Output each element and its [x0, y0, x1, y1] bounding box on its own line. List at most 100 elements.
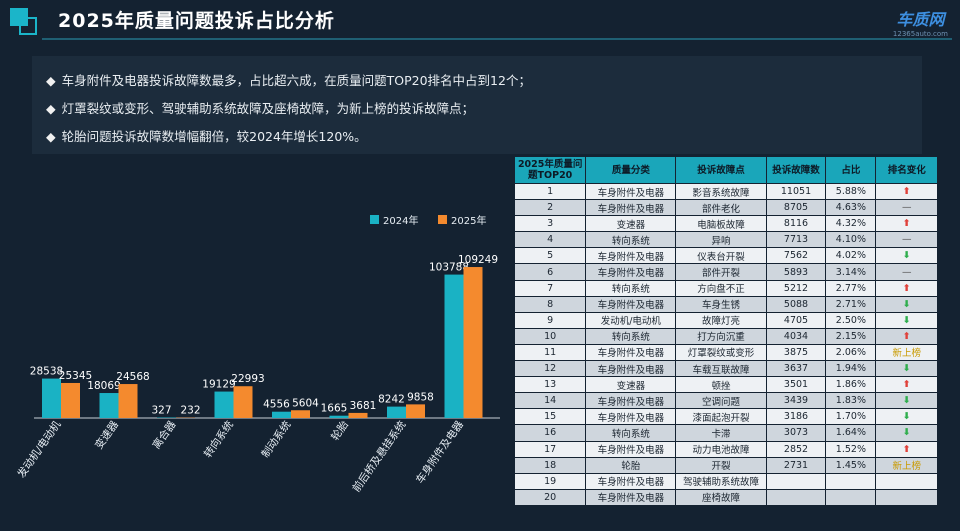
bar-2025	[463, 267, 483, 418]
table-row: 7 转向系统 方向盘不正 5212 2.77% ⬆	[513, 279, 938, 297]
cell-fault: 部件开裂	[675, 263, 767, 281]
cell-fault: 顿挫	[675, 376, 767, 394]
table-row: 17 车身附件及电器 动力电池故障 2852 1.52% ⬆	[513, 440, 938, 458]
category-tick-label: 变速器	[92, 418, 121, 452]
cell-rank-change: ⬇	[875, 424, 938, 442]
table-row: 8 车身附件及电器 车身生锈 5088 2.71% ⬇	[513, 295, 938, 313]
bar-2025	[118, 384, 138, 418]
bar-2024	[42, 378, 61, 418]
summary-bullet: ◆ 车身附件及电器投诉故障数最多，占比超六成，在质量问题TOP20排名中占到12个…	[46, 73, 531, 88]
header-fault: 投诉故障点	[675, 156, 767, 184]
cell-pct	[825, 488, 877, 506]
logo-subtext: 12365auto.com	[892, 30, 948, 38]
data-label: 25345	[59, 370, 92, 382]
bar-2024	[214, 391, 234, 418]
cell-rank: 10	[513, 327, 587, 345]
bullet-text: 车身附件及电器投诉故障数最多，占比超六成，在质量问题TOP20排名中占到12个；	[61, 73, 531, 88]
cell-category: 车身附件及电器	[585, 247, 677, 265]
category-tick-label: 发动机/电动机	[15, 418, 64, 480]
bullet-text: 灯罩裂纹或变形、驾驶辅助系统故障及座椅故障，为新上榜的投诉故障点；	[61, 101, 475, 116]
rank-down-icon: ⬇	[902, 314, 911, 326]
cell-rank-change: ⬇	[875, 408, 938, 426]
cell-rank-change: ⬆	[875, 440, 938, 458]
rank-up-icon: ⬆	[902, 443, 911, 455]
header-rank: 2025年质量问题TOP20	[513, 156, 587, 184]
cell-fault: 车身生锈	[675, 295, 767, 313]
category-tick-label: 前后桥及悬挂系统	[350, 418, 409, 495]
cell-pct: 5.88%	[825, 182, 877, 201]
category-tick-label: 制动系统	[259, 418, 294, 460]
cell-rank: 2	[513, 199, 587, 217]
table-row: 18 轮胎 开裂 2731 1.45% 新上榜	[513, 456, 938, 474]
cell-rank-change	[875, 488, 938, 506]
cell-rank-change: 新上榜	[875, 343, 938, 362]
cell-fault: 开裂	[675, 456, 767, 474]
cell-pct: 4.32%	[825, 215, 877, 233]
rank-down-icon: ⬇	[902, 395, 911, 407]
cell-fault: 卡滞	[675, 424, 767, 442]
cell-category: 转向系统	[585, 279, 677, 297]
table-row: 11 车身附件及电器 灯罩裂纹或变形 3875 2.06% 新上榜	[513, 343, 938, 362]
rank-down-icon: ⬇	[902, 411, 911, 423]
cell-count: 8116	[765, 215, 827, 233]
cell-category: 车身附件及电器	[585, 392, 677, 410]
cell-rank: 15	[513, 408, 587, 426]
cell-count: 3439	[765, 392, 827, 410]
cell-rank: 18	[513, 456, 587, 474]
cell-category: 车身附件及电器	[585, 263, 677, 281]
cell-rank: 9	[513, 311, 587, 329]
cell-category: 车身附件及电器	[585, 343, 677, 362]
cell-rank: 17	[513, 440, 587, 458]
rank-up-icon: ⬆	[902, 218, 911, 230]
data-label: 19129	[202, 379, 235, 391]
cell-rank: 16	[513, 424, 587, 442]
table-row: 13 变速器 顿挫 3501 1.86% ⬆	[513, 376, 938, 394]
bar-2025	[406, 404, 425, 418]
legend-swatch	[438, 215, 447, 224]
cell-rank-change: —	[875, 231, 938, 249]
cell-pct: 2.77%	[825, 279, 877, 297]
data-label: 22993	[231, 373, 264, 385]
bar-2025	[291, 410, 310, 418]
header-category: 质量分类	[585, 156, 677, 184]
cell-rank-change: ⬇	[875, 392, 938, 410]
cell-count: 3875	[765, 343, 827, 362]
rank-same-icon: —	[901, 234, 912, 246]
cell-count: 5893	[765, 263, 827, 281]
rank-down-icon: ⬇	[902, 250, 911, 262]
cell-fault: 方向盘不正	[675, 279, 767, 297]
table-row: 10 转向系统 打方向沉重 4034 2.15% ⬆	[513, 327, 938, 345]
cell-count: 3637	[765, 360, 827, 378]
top20-table: 2025年质量问题TOP20 质量分类 投诉故障点 投诉故障数 占比 排名变化 …	[513, 156, 938, 506]
cell-pct: 1.45%	[825, 456, 877, 474]
bar-2025	[348, 412, 368, 418]
cell-fault: 异响	[675, 231, 767, 249]
cell-count: 4034	[765, 327, 827, 345]
table-row: 4 转向系统 异响 7713 4.10% —	[513, 231, 938, 249]
cell-count: 7713	[765, 231, 827, 249]
table-row: 9 发动机/电动机 故障灯亮 4705 2.50% ⬇	[513, 311, 938, 329]
cell-pct: 1.70%	[825, 408, 877, 426]
legend-label: 2025年	[451, 214, 486, 227]
cell-category: 车身附件及电器	[585, 182, 677, 201]
cell-category: 转向系统	[585, 231, 677, 249]
cell-category: 变速器	[585, 376, 677, 394]
data-label: 28538	[30, 366, 63, 378]
cell-count: 11051	[765, 182, 827, 201]
cell-rank-change: ⬆	[875, 182, 938, 201]
table-row: 5 车身附件及电器 仪表台开裂 7562 4.02% ⬇	[513, 247, 938, 265]
table-row: 12 车身附件及电器 车载互联故障 3637 1.94% ⬇	[513, 360, 938, 378]
cell-category: 轮胎	[585, 456, 677, 474]
cell-fault: 漆面起泡开裂	[675, 408, 767, 426]
table-row: 14 车身附件及电器 空调问题 3439 1.83% ⬇	[513, 392, 938, 410]
cell-fault: 动力电池故障	[675, 440, 767, 458]
cell-count: 2731	[765, 456, 827, 474]
cell-fault: 座椅故障	[675, 488, 767, 506]
brand-logo: 车质网 12365auto.com	[893, 6, 948, 38]
header-count: 投诉故障数	[765, 156, 827, 184]
cell-pct: 3.14%	[825, 263, 877, 281]
data-label: 4556	[263, 399, 290, 411]
cell-rank: 20	[513, 488, 587, 506]
cell-category: 车身附件及电器	[585, 408, 677, 426]
cell-count: 3501	[765, 376, 827, 394]
